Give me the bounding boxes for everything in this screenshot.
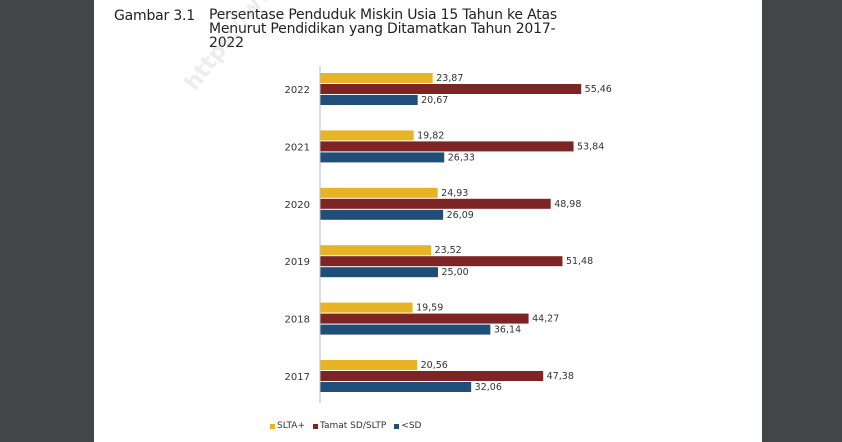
data-label: 55,46	[585, 84, 612, 95]
bar	[320, 360, 418, 370]
figure-title: Persentase Penduduk Miskin Usia 15 Tahun…	[209, 7, 557, 51]
data-label: 48,98	[554, 199, 581, 210]
bar	[320, 256, 563, 267]
chart-legend: SLTA+ Tamat SD/SLTP <SD	[270, 421, 421, 431]
data-label: 24,93	[441, 188, 468, 199]
category-label: 2020	[285, 200, 310, 211]
legend-label: SLTA+	[277, 421, 305, 431]
data-label: 23,52	[435, 245, 462, 256]
data-label: 44,27	[532, 314, 559, 325]
category-label: 2017	[285, 372, 310, 383]
bar	[320, 198, 551, 209]
bar	[320, 267, 438, 278]
data-label: 47,38	[547, 371, 574, 382]
bar	[320, 245, 432, 256]
bar	[320, 152, 445, 163]
bar	[320, 209, 444, 220]
category-label: 2021	[285, 142, 310, 153]
bar	[320, 141, 574, 152]
category-label: 2019	[285, 257, 310, 268]
bar	[320, 313, 529, 324]
bar	[320, 73, 433, 83]
data-label: 25,00	[442, 267, 469, 278]
data-label: 36,14	[494, 325, 521, 336]
legend-label: Tamat SD/SLTP	[319, 421, 387, 431]
data-label: 19,59	[416, 303, 443, 314]
legend-swatch	[270, 423, 275, 429]
bar	[320, 84, 582, 94]
bar	[320, 382, 472, 392]
legend-swatch	[312, 423, 318, 429]
figure-label: Gambar 3.1	[114, 8, 196, 24]
legend-swatch	[394, 423, 400, 429]
category-label: 2018	[285, 315, 310, 326]
data-label: 23,87	[436, 73, 463, 84]
bar	[320, 130, 414, 141]
bar	[320, 371, 544, 381]
bar	[320, 302, 413, 313]
data-label: 20,67	[421, 95, 448, 106]
bar	[320, 187, 438, 198]
legend-item: Tamat SD/SLTP	[312, 421, 387, 431]
bar	[320, 95, 418, 105]
data-label: 20,56	[421, 360, 448, 371]
legend-item: <SD	[394, 421, 421, 431]
legend-label: <SD	[401, 421, 422, 431]
data-label: 26,09	[447, 210, 474, 221]
data-label: 26,33	[448, 152, 475, 163]
category-label: 2022	[285, 85, 310, 96]
data-label: 19,82	[417, 130, 444, 141]
bar	[320, 324, 491, 335]
data-label: 32,06	[475, 382, 502, 393]
data-label: 51,48	[566, 256, 593, 267]
legend-item: SLTA+	[270, 421, 305, 431]
data-label: 53,84	[577, 141, 604, 152]
